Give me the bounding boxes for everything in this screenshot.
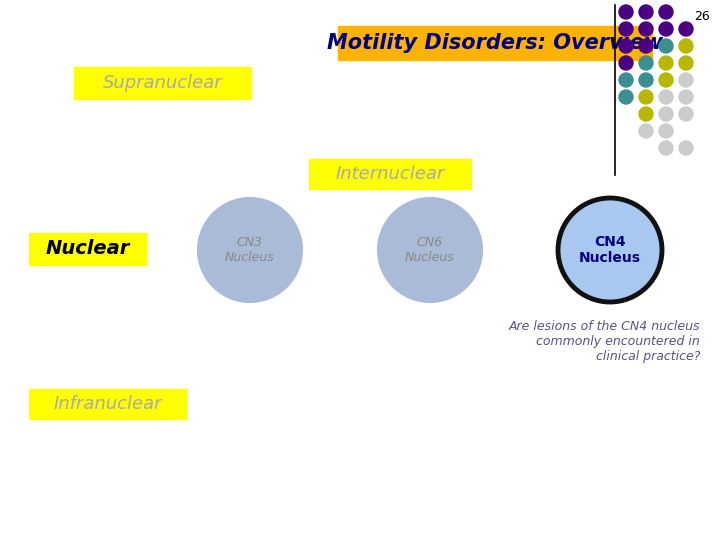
- Text: Supranuclear: Supranuclear: [103, 74, 222, 92]
- Text: 26: 26: [694, 10, 710, 23]
- Circle shape: [659, 39, 673, 53]
- Circle shape: [619, 90, 633, 104]
- Text: CN4
Nucleus: CN4 Nucleus: [579, 235, 641, 265]
- Circle shape: [679, 107, 693, 121]
- Circle shape: [639, 22, 653, 36]
- FancyBboxPatch shape: [338, 26, 652, 60]
- Circle shape: [619, 73, 633, 87]
- Circle shape: [659, 56, 673, 70]
- Circle shape: [639, 5, 653, 19]
- Ellipse shape: [198, 198, 302, 302]
- Circle shape: [679, 56, 693, 70]
- Circle shape: [679, 73, 693, 87]
- Circle shape: [659, 90, 673, 104]
- FancyBboxPatch shape: [309, 159, 471, 189]
- Circle shape: [639, 56, 653, 70]
- Circle shape: [619, 39, 633, 53]
- Text: Are lesions of the CN4 nucleus
commonly encountered in
clinical practice?: Are lesions of the CN4 nucleus commonly …: [508, 320, 700, 363]
- Text: Nuclear: Nuclear: [45, 240, 130, 259]
- Circle shape: [639, 39, 653, 53]
- Circle shape: [659, 22, 673, 36]
- Circle shape: [639, 90, 653, 104]
- Circle shape: [619, 5, 633, 19]
- Text: Motility Disorders: Overview: Motility Disorders: Overview: [327, 33, 663, 53]
- Circle shape: [679, 90, 693, 104]
- Text: Infranuclear: Infranuclear: [53, 395, 162, 413]
- Circle shape: [659, 141, 673, 155]
- Circle shape: [679, 141, 693, 155]
- Circle shape: [619, 56, 633, 70]
- Circle shape: [639, 73, 653, 87]
- FancyBboxPatch shape: [29, 389, 186, 419]
- Circle shape: [659, 5, 673, 19]
- Text: Internuclear: Internuclear: [336, 165, 445, 183]
- Circle shape: [679, 39, 693, 53]
- Circle shape: [679, 22, 693, 36]
- Ellipse shape: [378, 198, 482, 302]
- FancyBboxPatch shape: [29, 233, 146, 265]
- Circle shape: [659, 73, 673, 87]
- FancyBboxPatch shape: [74, 67, 251, 99]
- Text: CN3
Nucleus: CN3 Nucleus: [225, 236, 275, 264]
- Text: CN6
Nucleus: CN6 Nucleus: [405, 236, 455, 264]
- Circle shape: [639, 124, 653, 138]
- Circle shape: [619, 22, 633, 36]
- Circle shape: [659, 124, 673, 138]
- Ellipse shape: [558, 198, 662, 302]
- Circle shape: [639, 107, 653, 121]
- Circle shape: [659, 107, 673, 121]
